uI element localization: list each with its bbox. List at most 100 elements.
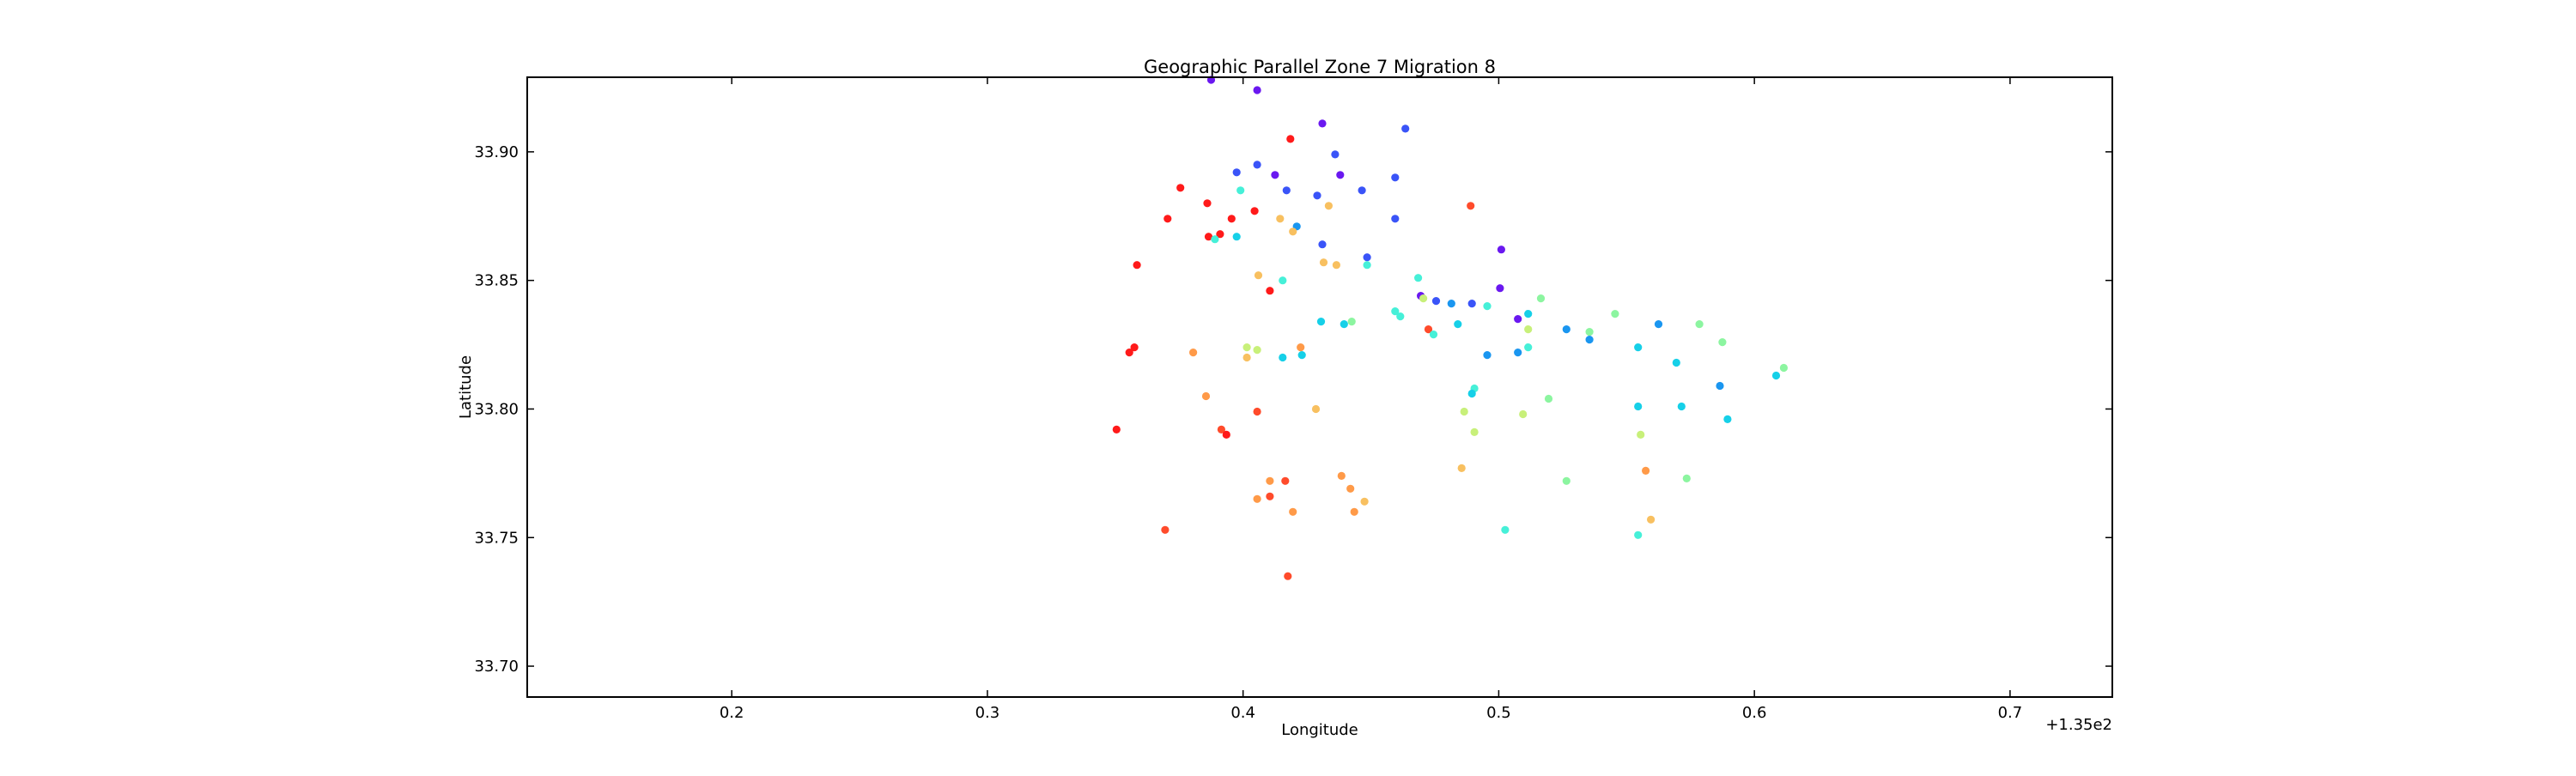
scatter-point-74 [1189, 349, 1198, 357]
scatter-point-24 [1391, 215, 1400, 223]
scatter-point-30 [1211, 235, 1219, 244]
scatter-point-109 [1266, 492, 1274, 500]
scatter-point-21 [1163, 215, 1172, 223]
scatter-point-14 [1282, 186, 1291, 195]
scatter-point-11 [1391, 173, 1400, 182]
scatter-point-93 [1460, 407, 1468, 416]
scatter-point-19 [1467, 202, 1475, 210]
x-tick-label-6: 0.7 [1998, 704, 2023, 722]
scatter-point-80 [1514, 349, 1522, 357]
scatter-point-5 [1286, 135, 1295, 143]
scatter-point-59 [1654, 320, 1663, 329]
scatter-point-91 [1311, 404, 1321, 414]
scatter-point-28 [1204, 233, 1213, 241]
scatter-point-31 [1318, 240, 1327, 249]
scatter-point-108 [1346, 484, 1355, 493]
x-tick-label-3: 0.4 [1230, 704, 1255, 722]
scatter-point-16 [1313, 191, 1321, 200]
scatter-point-55 [1316, 318, 1326, 326]
scatter-point-89 [1634, 402, 1643, 411]
scatter-point-75 [1253, 346, 1261, 355]
scatter-point-110 [1253, 494, 1261, 503]
x-axis-ticks: 0.2 0.3 0.4 0.5 0.6 0.7 [720, 77, 2022, 722]
scatter-point-2 [1253, 86, 1261, 94]
scatter-point-81 [1672, 358, 1680, 367]
scatter-point-107 [1281, 476, 1290, 485]
scatter-point-103 [1337, 471, 1346, 481]
scatter-points [1112, 76, 1788, 580]
scatter-point-115 [1161, 525, 1170, 534]
scatter-point-53 [1611, 310, 1619, 318]
scatter-point-51 [1396, 312, 1405, 321]
scatter-point-63 [1524, 325, 1533, 334]
scatter-point-96 [1112, 425, 1121, 433]
scatter-point-13 [1236, 186, 1245, 195]
y-axis-label: Latitude [457, 355, 475, 419]
scatter-point-113 [1350, 507, 1358, 516]
scatter-point-15 [1358, 186, 1366, 195]
scatter-point-114 [1647, 515, 1656, 524]
scatter-point-88 [1544, 394, 1553, 403]
scatter-point-54 [1514, 315, 1522, 324]
scatter-point-42 [1266, 287, 1274, 295]
scatter-point-36 [1363, 261, 1371, 270]
scatter-point-79 [1483, 351, 1492, 360]
scatter-point-77 [1279, 353, 1287, 362]
scatter-point-52 [1524, 310, 1533, 318]
scatter-point-47 [1447, 300, 1455, 308]
scatter-point-33 [1363, 253, 1371, 262]
scatter-point-3 [1318, 119, 1327, 128]
scatter-point-57 [1347, 318, 1356, 326]
scatter-point-83 [1771, 371, 1781, 380]
scatter-point-82 [1779, 363, 1788, 373]
y-tick-label-3: 33.80 [474, 400, 519, 418]
y-tick-label-5: 33.90 [474, 143, 519, 161]
scatter-point-34 [1319, 258, 1328, 267]
scatter-point-61 [1562, 325, 1571, 334]
scatter-point-7 [1253, 161, 1261, 169]
scatter-point-41 [1496, 284, 1504, 293]
scatter-point-72 [1130, 343, 1139, 352]
scatter-point-95 [1723, 415, 1732, 423]
scatter-point-56 [1340, 320, 1348, 329]
scatter-point-26 [1289, 227, 1297, 236]
scatter-point-9 [1271, 171, 1279, 179]
scatter-point-105 [1682, 474, 1691, 483]
scatter-point-17 [1203, 199, 1212, 208]
scatter-point-45 [1536, 294, 1546, 303]
scatter-point-100 [1637, 430, 1645, 439]
scatter-point-58 [1454, 320, 1462, 329]
scatter-point-73 [1125, 349, 1133, 357]
x-tick-label-4: 0.5 [1486, 704, 1511, 722]
scatter-point-46 [1431, 297, 1441, 306]
scatter-point-102 [1642, 466, 1650, 476]
scatter-point-20 [1250, 207, 1259, 215]
scatter-point-84 [1716, 381, 1724, 391]
scatter-point-118 [1284, 572, 1292, 580]
scatter-point-90 [1677, 402, 1686, 411]
scatter-point-70 [1524, 343, 1533, 352]
scatter-point-76 [1242, 353, 1251, 362]
scatter-point-35 [1332, 261, 1340, 270]
scatter-point-18 [1324, 202, 1333, 210]
scatter-point-99 [1470, 427, 1479, 436]
scatter-point-10 [1336, 171, 1345, 179]
scatter-point-112 [1289, 507, 1297, 516]
scatter-point-23 [1276, 215, 1285, 223]
chart-title: Geographic Parallel Zone 7 Migration 8 [1144, 57, 1496, 77]
plot-frame [526, 76, 2113, 698]
scatter-point-27 [1216, 230, 1224, 239]
scatter-point-48 [1467, 300, 1476, 308]
y-tick-label-1: 33.70 [474, 658, 519, 676]
scatter-point-32 [1497, 246, 1505, 254]
scatter-point-8 [1232, 168, 1241, 177]
scatter-point-22 [1227, 215, 1236, 223]
x-axis-label: Longitude [1281, 721, 1358, 739]
scatter-point-106 [1266, 476, 1274, 485]
scatter-point-71 [1634, 343, 1643, 352]
scatter-point-86 [1467, 389, 1476, 398]
scatter-point-6 [1331, 150, 1340, 159]
scatter-point-60 [1695, 320, 1704, 329]
scatter-point-87 [1201, 391, 1211, 401]
